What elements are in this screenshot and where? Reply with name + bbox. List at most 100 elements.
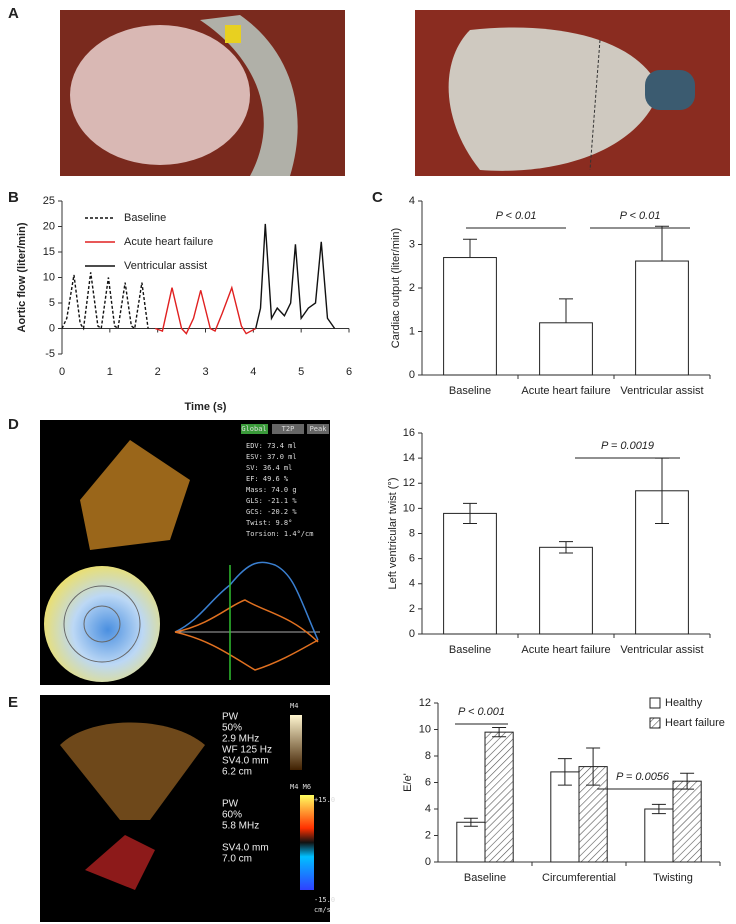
line-series	[61, 272, 149, 331]
bar	[539, 546, 593, 635]
echo-scale: -15.0	[314, 896, 335, 904]
echo-param: WF 125 Hz	[222, 745, 272, 756]
bar	[456, 821, 486, 863]
bar	[672, 780, 702, 863]
echo-scale: cm/s	[314, 906, 331, 914]
y-tick-label: 20	[43, 220, 55, 232]
y-tick-label: 4	[425, 803, 431, 815]
echo-image-e	[40, 695, 330, 922]
y-tick-label: 3	[409, 238, 415, 250]
y-tick-label: 12	[419, 697, 431, 709]
echo-param: 50%	[222, 723, 242, 734]
surgical-photo-right	[415, 10, 730, 176]
y-axis-label: Left ventricular twist (°)	[387, 478, 399, 590]
y-tick-label: 15	[43, 246, 55, 258]
x-axis-label: Time (s)	[185, 401, 227, 413]
x-tick-label: Baseline	[449, 385, 491, 397]
echo-param: PW	[222, 712, 239, 723]
error-bar	[463, 238, 477, 258]
x-tick-label: Acute heart failure	[521, 644, 610, 656]
significance-label: P = 0.0019	[601, 440, 654, 452]
y-tick-label: 12	[403, 477, 415, 489]
x-tick-label: Ventricular assist	[620, 644, 703, 656]
y-tick-label: 0	[425, 856, 431, 868]
echo-measure: Mass: 74.0 g	[246, 486, 297, 494]
error-bar	[559, 298, 573, 323]
echo-tag: M4	[290, 702, 298, 710]
bar	[539, 322, 593, 376]
bar	[644, 808, 674, 863]
panel-label: B	[8, 189, 19, 206]
significance-label: P < 0.01	[620, 210, 661, 222]
legend-swatch	[649, 717, 661, 729]
bar	[443, 257, 497, 376]
error-bar	[463, 817, 478, 827]
y-tick-label: 0	[409, 369, 415, 381]
bar	[550, 771, 580, 863]
echo-measure: Twist: 9.8°	[246, 519, 292, 527]
echo-tab: T2P	[282, 425, 295, 433]
y-tick-label: 14	[403, 452, 415, 464]
y-tick-label: 5	[49, 297, 55, 309]
significance-label: P < 0.01	[496, 210, 537, 222]
echo-param: 5.8 MHz	[222, 821, 259, 832]
content: A B C D E Global T2P Peak EDV: 73.4 ml ESV: 37.0 …	[8, 5, 725, 914]
echo-param: SV4.0 mm	[222, 756, 269, 767]
y-tick-label: 25	[43, 195, 55, 207]
y-tick-label: 8	[425, 750, 431, 762]
echo-tab: Global	[241, 425, 266, 433]
y-axis-label: E/e'	[402, 773, 414, 792]
echo-scale: +15.0	[314, 796, 335, 804]
error-bar	[655, 225, 669, 262]
echo-param: PW	[222, 799, 239, 810]
y-tick-label: 6	[409, 553, 415, 565]
panel-label: D	[8, 416, 19, 433]
echo-tab: Peak	[310, 425, 328, 433]
echo-measure: EF: 49.6 %	[246, 475, 289, 483]
echo-measure: GLS: -21.1 %	[246, 497, 297, 505]
y-tick-label: 2	[409, 603, 415, 615]
legend-label: Baseline	[124, 212, 166, 224]
legend-label: Ventricular assist	[124, 260, 207, 272]
line-series	[155, 285, 257, 335]
x-tick-label: Baseline	[464, 872, 506, 884]
echo-param: 60%	[222, 810, 242, 821]
echo-param: 2.9 MHz	[222, 734, 259, 745]
x-tick-label: Twisting	[653, 872, 693, 884]
y-tick-label: 2	[425, 829, 431, 841]
x-tick-label: Circumferential	[542, 872, 616, 884]
significance-label: P < 0.001	[458, 706, 505, 718]
bar	[484, 731, 514, 863]
x-tick-label: 6	[346, 366, 352, 378]
error-bar	[492, 727, 507, 738]
x-tick-label: 2	[155, 366, 161, 378]
x-tick-label: 3	[202, 366, 208, 378]
echo-measure: EDV: 73.4 ml	[246, 442, 297, 450]
y-tick-label: 0	[49, 322, 55, 334]
panel-label: E	[8, 694, 18, 711]
legend-label: Heart failure	[665, 717, 725, 729]
panel-label: C	[372, 189, 383, 206]
error-bar	[586, 747, 601, 786]
echo-measure: Torsion: 1.4°/cm	[246, 530, 313, 538]
legend-swatch	[649, 697, 661, 709]
y-tick-label: 10	[403, 502, 415, 514]
panel-label: A	[8, 5, 19, 22]
y-tick-label: 8	[409, 527, 415, 539]
error-bar	[557, 758, 572, 786]
bar	[635, 260, 689, 376]
line-series	[255, 223, 336, 329]
y-tick-label: 0	[409, 628, 415, 640]
y-tick-label: 1	[409, 325, 415, 337]
legend-label: Acute heart failure	[124, 236, 213, 248]
echo-param: 7.0 cm	[222, 854, 252, 865]
y-axis-label: Aortic flow (liter/min)	[16, 222, 28, 332]
echo-tag: M4 M6	[290, 783, 311, 791]
x-tick-label: 4	[250, 366, 256, 378]
echo-param: SV4.0 mm	[222, 843, 269, 854]
x-tick-label: Ventricular assist	[620, 385, 703, 397]
echo-measure: GCS: -20.2 %	[246, 508, 297, 516]
y-tick-label: 4	[409, 195, 415, 207]
